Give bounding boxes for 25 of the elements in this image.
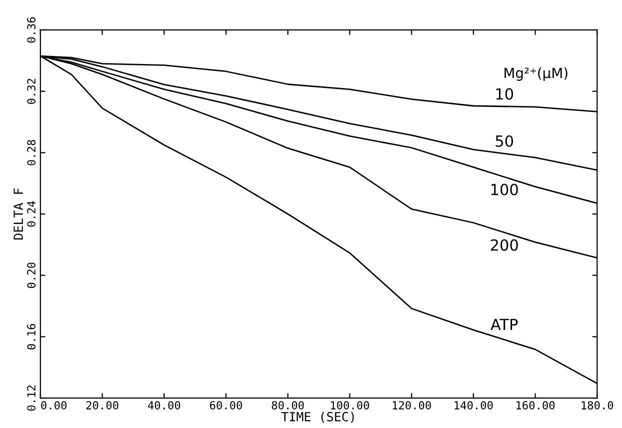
- y-tick-label: 0.24: [27, 201, 36, 227]
- x-tick-label: 120.00: [392, 401, 431, 410]
- x-tick-label: 60.00: [210, 401, 242, 410]
- y-tick-label: 0.36: [27, 17, 36, 43]
- y-axis-title: DELTA F: [14, 188, 23, 240]
- series-label: 10: [496, 88, 514, 100]
- y-tick-label: 0.12: [27, 386, 36, 411]
- x-tick-label: 160.00: [516, 401, 555, 410]
- x-axis-title: TIME (SEC): [281, 412, 354, 423]
- x-tick-label: 0.00: [41, 401, 66, 410]
- x-tick-label: 180.0: [582, 401, 614, 410]
- y-tick-label: 0.28: [27, 140, 36, 166]
- series-label: ATP: [490, 318, 518, 330]
- x-tick-label: 80.00: [272, 401, 304, 410]
- y-tick-label: 0.16: [27, 324, 36, 350]
- x-tick-label: 40.00: [148, 401, 180, 410]
- series-label: 200: [490, 239, 518, 251]
- x-tick-label: 20.00: [86, 401, 118, 410]
- x-tick-label: 100.00: [330, 401, 370, 410]
- annotation: Mg²⁺(μM): [504, 67, 568, 81]
- series-label: 100: [491, 184, 518, 196]
- y-tick-label: 0.20: [27, 262, 36, 288]
- y-tick-label: 0.32: [27, 78, 36, 104]
- x-tick-label: 140.00: [454, 401, 493, 410]
- series-label: 50: [496, 135, 514, 147]
